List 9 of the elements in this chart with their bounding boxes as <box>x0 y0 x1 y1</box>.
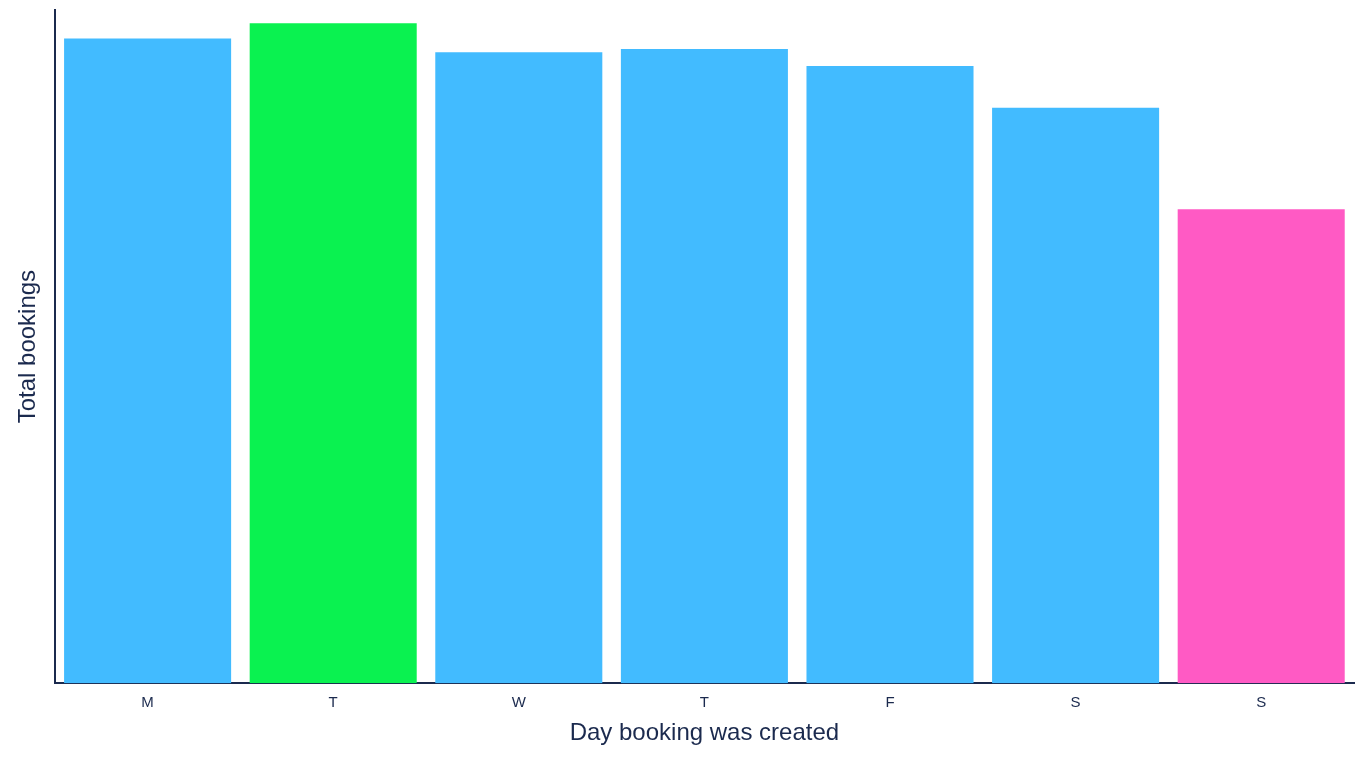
x-tick-label: T <box>328 693 338 711</box>
x-tick-label: F <box>885 693 895 711</box>
y-axis-title: Total bookings <box>13 269 41 424</box>
x-axis-title: Day booking was created <box>569 718 840 746</box>
x-tick-label: S <box>1070 693 1081 711</box>
x-tick-label: S <box>1256 693 1267 711</box>
x-tick-label: T <box>699 693 709 711</box>
x-tick-label: W <box>511 693 527 711</box>
x-tick-label: M <box>141 693 154 711</box>
